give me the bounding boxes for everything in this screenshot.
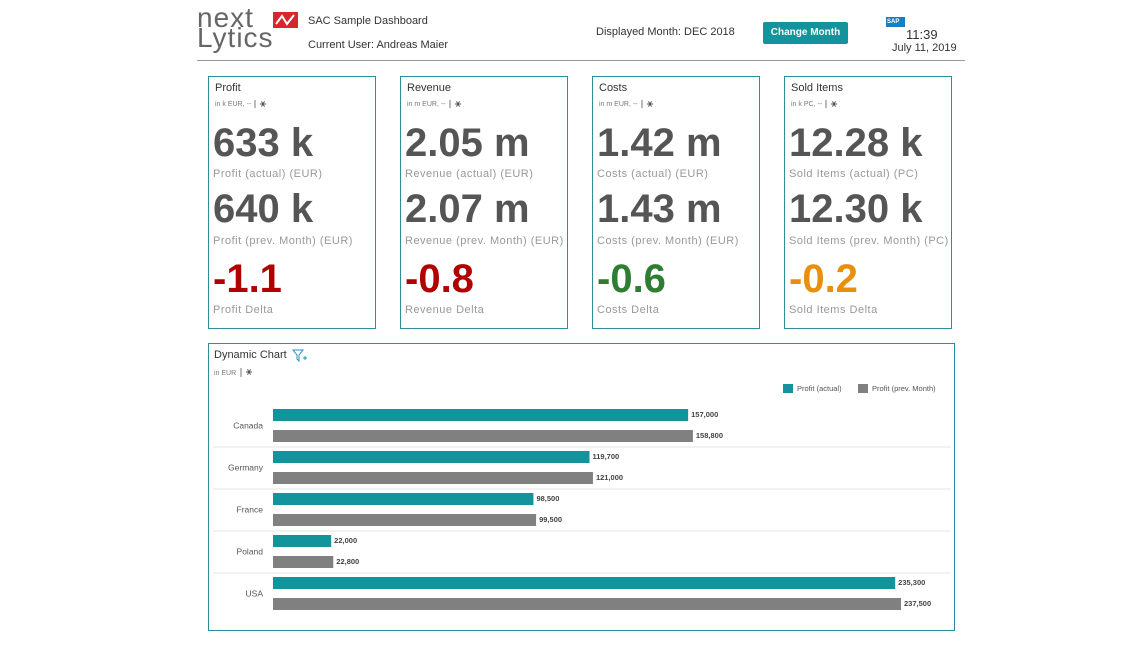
kpi-tile: Revenue in m EUR, -- 2.05 m Revenue (actual… bbox=[400, 76, 568, 329]
tile-unit: in m EUR, -- bbox=[599, 100, 655, 108]
actual-label: Revenue (actual) (EUR) bbox=[405, 168, 534, 180]
bar bbox=[273, 451, 590, 463]
chart-subtitle: in EUR bbox=[214, 370, 236, 377]
snowflake-icon bbox=[246, 369, 252, 375]
header-rule bbox=[197, 60, 965, 61]
chart: Dynamic Chart in EUR Profit (actual) Prof… bbox=[213, 349, 951, 610]
bar bbox=[273, 409, 689, 421]
legend-swatch bbox=[783, 384, 793, 393]
clock-date: July 11, 2019 bbox=[892, 42, 957, 54]
snowflake-icon bbox=[254, 100, 267, 108]
clock-time: 11:39 bbox=[906, 27, 938, 42]
legend-swatch bbox=[858, 384, 868, 393]
value-label: 237,500 bbox=[904, 599, 931, 608]
category-label: France bbox=[237, 504, 264, 514]
tile-unit: in k PC, -- bbox=[791, 100, 839, 108]
bar bbox=[273, 598, 901, 610]
snowflake-stroke bbox=[455, 101, 460, 107]
category-label: Canada bbox=[233, 420, 263, 430]
actual-value: 2.05 m bbox=[405, 121, 530, 165]
sap-logo: SAP bbox=[886, 17, 905, 27]
actual-value: 633 k bbox=[213, 121, 314, 165]
value-label: 158,800 bbox=[696, 431, 723, 440]
bar bbox=[273, 430, 693, 442]
tile-title: Costs bbox=[599, 82, 628, 94]
category-label: Poland bbox=[237, 546, 264, 556]
prev-label: Sold Items (prev. Month) (PC) bbox=[789, 235, 949, 247]
bar bbox=[273, 535, 332, 547]
current-user: Current User: Andreas Maier bbox=[308, 39, 448, 51]
category-label: Germany bbox=[228, 462, 264, 472]
actual-value: 1.42 m bbox=[597, 121, 722, 165]
kpi-tile: Sold Items in k PC, -- 12.28 k Sold Items (… bbox=[784, 76, 952, 329]
delta-label: Sold Items Delta bbox=[789, 304, 878, 316]
value-label: 157,000 bbox=[691, 410, 718, 419]
value-label: 121,000 bbox=[596, 473, 623, 482]
delta-value: -0.8 bbox=[405, 257, 474, 301]
prev-label: Profit (prev. Month) (EUR) bbox=[213, 235, 353, 247]
chart-title: Dynamic Chart bbox=[214, 349, 287, 361]
delta-label: Costs Delta bbox=[597, 304, 660, 316]
bar bbox=[273, 472, 593, 484]
delta-label: Revenue Delta bbox=[405, 304, 485, 316]
value-label: 99,500 bbox=[539, 515, 562, 524]
bar bbox=[273, 493, 534, 505]
prev-value: 640 k bbox=[213, 187, 314, 231]
bar bbox=[273, 577, 896, 589]
category-label: USA bbox=[246, 588, 264, 598]
tile-title: Revenue bbox=[407, 82, 452, 94]
delta-value: -0.6 bbox=[597, 257, 666, 301]
value-label: 119,700 bbox=[593, 452, 620, 461]
snowflake-stroke bbox=[647, 101, 652, 107]
bar bbox=[273, 514, 537, 526]
snowflake-stroke bbox=[261, 101, 266, 107]
prev-label: Costs (prev. Month) (EUR) bbox=[597, 235, 739, 247]
value-label: 22,000 bbox=[334, 536, 357, 545]
snowflake-stroke bbox=[832, 101, 837, 107]
kpi-tile: Profit in k EUR, -- 633 k Profit (actual) (… bbox=[208, 76, 376, 329]
chart-panel: Dynamic Chart in EUR Profit (actual) Prof… bbox=[208, 343, 955, 631]
actual-value: 12.28 k bbox=[789, 121, 923, 165]
delta-value: -1.1 bbox=[213, 257, 282, 301]
value-label: 22,800 bbox=[336, 557, 359, 566]
bar bbox=[273, 556, 334, 568]
displayed-month: Displayed Month: DEC 2018 bbox=[596, 26, 735, 38]
snowflake-icon bbox=[825, 100, 838, 108]
kpi-tile: Costs in m EUR, -- 1.42 m Costs (actual) (E… bbox=[592, 76, 760, 329]
prev-value: 2.07 m bbox=[405, 187, 530, 231]
prev-label: Revenue (prev. Month) (EUR) bbox=[405, 235, 564, 247]
tile-title: Profit bbox=[215, 82, 241, 94]
snowflake-icon bbox=[641, 100, 653, 108]
actual-label: Costs (actual) (EUR) bbox=[597, 168, 709, 180]
actual-label: Sold Items (actual) (PC) bbox=[789, 168, 919, 180]
tile-unit: in k EUR, -- bbox=[215, 100, 268, 108]
value-label: 98,500 bbox=[536, 494, 559, 503]
prev-value: 12.30 k bbox=[789, 187, 923, 231]
legend-label: Profit (actual) bbox=[797, 384, 842, 393]
legend-label: Profit (prev. Month) bbox=[872, 384, 936, 393]
delta-label: Profit Delta bbox=[213, 304, 274, 316]
dashboard-title: SAC Sample Dashboard bbox=[308, 15, 428, 27]
logo-icon bbox=[273, 12, 298, 28]
change-month-button[interactable]: Change Month bbox=[763, 22, 848, 44]
logo-bottom: Lytics bbox=[197, 22, 274, 53]
delta-value: -0.2 bbox=[789, 257, 858, 301]
filter-icon[interactable] bbox=[291, 349, 307, 363]
tile-title: Sold Items bbox=[791, 82, 843, 94]
actual-label: Profit (actual) (EUR) bbox=[213, 168, 323, 180]
logo-top: next bbox=[197, 2, 254, 33]
value-label: 235,300 bbox=[898, 578, 925, 587]
snowflake-icon bbox=[449, 100, 461, 108]
tile-unit: in m EUR, -- bbox=[407, 100, 463, 108]
prev-value: 1.43 m bbox=[597, 187, 722, 231]
